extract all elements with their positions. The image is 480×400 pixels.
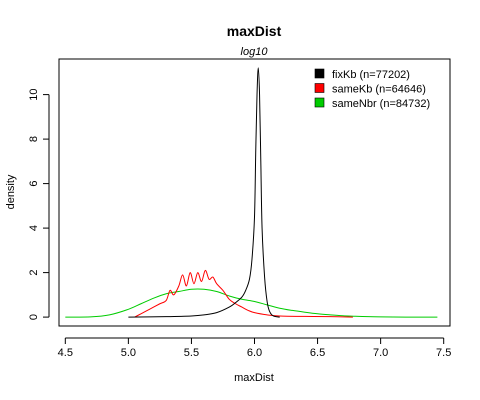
- plot-frame: [58, 58, 451, 327]
- y-tick-label: 6: [28, 181, 40, 187]
- y-tick-label: 2: [28, 270, 40, 276]
- series-layer: [65, 67, 438, 318]
- legend-entry: fixKb (n=77202): [332, 69, 410, 81]
- legend-swatch: [314, 83, 325, 93]
- legend-entry: sameNbr (n=84732): [332, 98, 430, 110]
- x-tick-label: 6.5: [310, 347, 325, 359]
- x-axis: 4.5 5.0 5.5 6.0 6.5 7.0 7.5: [58, 337, 451, 359]
- series-line-2: [65, 288, 438, 318]
- legend: fixKb (n=77202) sameKb (n=64646) sameNbr (…: [314, 68, 430, 110]
- x-tick-label: 5.5: [184, 347, 199, 359]
- y-tick-label: 4: [28, 225, 40, 231]
- x-tick-label: 7.5: [436, 347, 451, 359]
- x-tick-label: 5.0: [121, 347, 136, 359]
- y-axis-label: density: [5, 174, 17, 209]
- y-tick-label: 10: [28, 88, 40, 100]
- chart-title: maxDist: [227, 23, 282, 39]
- legend-entry: sameKb (n=64646): [332, 84, 426, 96]
- y-tick-label: 8: [28, 136, 40, 142]
- y-axis: 0 2 4 6 8 10: [28, 88, 50, 320]
- legend-swatch: [314, 97, 325, 108]
- x-tick-label: 4.5: [58, 347, 73, 359]
- legend-swatch: [314, 68, 325, 79]
- x-axis-label: maxDist: [234, 372, 274, 384]
- x-tick-label: 7.0: [373, 347, 388, 359]
- chart-subtitle: log10: [241, 46, 269, 58]
- y-tick-label: 0: [28, 314, 40, 320]
- series-line-0: [128, 67, 280, 318]
- x-tick-label: 6.0: [247, 347, 262, 359]
- series-line-1: [134, 269, 353, 318]
